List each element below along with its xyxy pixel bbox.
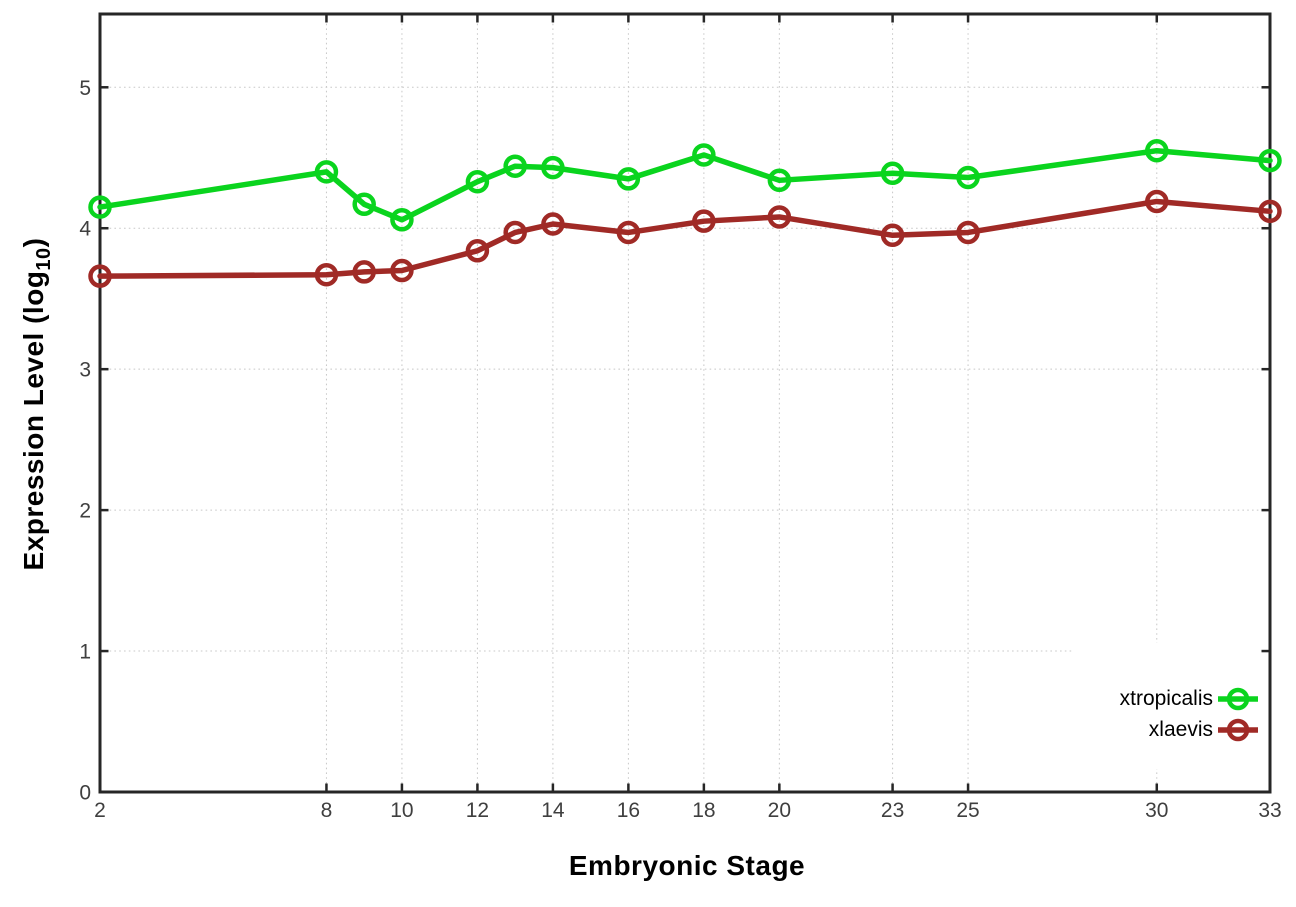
data-point-marker <box>88 264 112 288</box>
data-point-marker <box>880 161 905 186</box>
series-line <box>97 147 1273 223</box>
plot-border <box>98 12 1272 794</box>
legend-marker-xlaevis <box>1218 718 1258 742</box>
data-point-marker <box>767 168 792 193</box>
data-point-marker <box>503 154 527 178</box>
x-tick-label: 25 <box>956 799 979 822</box>
y-tick-label: 0 <box>79 782 91 805</box>
series-xtropicalis <box>88 138 1282 232</box>
legend-label-xtropicalis: xtropicalis <box>1119 687 1213 710</box>
x-tick-label: 20 <box>768 799 791 822</box>
data-point-marker <box>314 160 339 184</box>
data-point-marker <box>503 220 527 245</box>
data-point-marker <box>880 223 905 248</box>
data-point-marker <box>616 167 641 191</box>
data-point-marker <box>616 220 641 245</box>
x-tick-label: 18 <box>692 799 715 822</box>
data-point-marker <box>1145 189 1169 214</box>
y-axis-title-end: ) <box>18 237 50 248</box>
data-point-marker <box>541 212 565 236</box>
data-point-marker <box>465 169 490 194</box>
data-point-marker <box>541 155 565 180</box>
data-point-marker <box>390 208 414 232</box>
data-point-marker <box>692 143 716 167</box>
y-tick-label: 2 <box>79 500 91 523</box>
data-point-marker <box>1258 199 1282 224</box>
y-tick-label: 4 <box>79 218 91 241</box>
data-point-marker <box>956 220 980 245</box>
data-point-marker <box>1145 138 1169 163</box>
x-tick-label: 30 <box>1145 799 1168 822</box>
y-tick-label: 3 <box>79 359 91 382</box>
data-point-marker <box>314 262 339 287</box>
y-axis-title-main: Expression Level (log <box>18 270 50 571</box>
x-tick-label: 12 <box>466 799 489 822</box>
x-tick-label: 2 <box>94 799 106 822</box>
legend-marker-xtropicalis <box>1218 687 1258 711</box>
x-tick-label: 10 <box>390 799 413 822</box>
x-tick-label: 8 <box>321 799 333 822</box>
series-line <box>97 198 1273 279</box>
x-tick-label: 16 <box>617 799 640 822</box>
data-point-marker <box>352 260 376 284</box>
y-axis-title-subscript: 10 <box>32 247 55 271</box>
x-tick-label: 23 <box>881 799 904 822</box>
data-point-marker <box>767 205 792 229</box>
y-axis-title: Expression Level (log10) <box>18 238 56 571</box>
axis-ticks <box>98 14 1272 794</box>
legend-label-xlaevis: xlaevis <box>1148 718 1213 741</box>
data-point-marker <box>465 239 490 263</box>
data-point-marker <box>956 165 980 190</box>
data-point-marker <box>692 209 716 233</box>
series-xlaevis <box>88 189 1282 288</box>
x-tick-label: 33 <box>1258 799 1281 822</box>
data-point-marker <box>1258 148 1282 173</box>
y-tick-label: 5 <box>79 77 91 100</box>
x-tick-label: 14 <box>541 799 565 822</box>
data-point-marker <box>390 258 414 283</box>
data-point-marker <box>352 192 376 217</box>
y-tick-label: 1 <box>79 641 91 664</box>
x-axis-title: Embryonic Stage <box>568 850 806 881</box>
data-point-marker <box>88 195 112 219</box>
